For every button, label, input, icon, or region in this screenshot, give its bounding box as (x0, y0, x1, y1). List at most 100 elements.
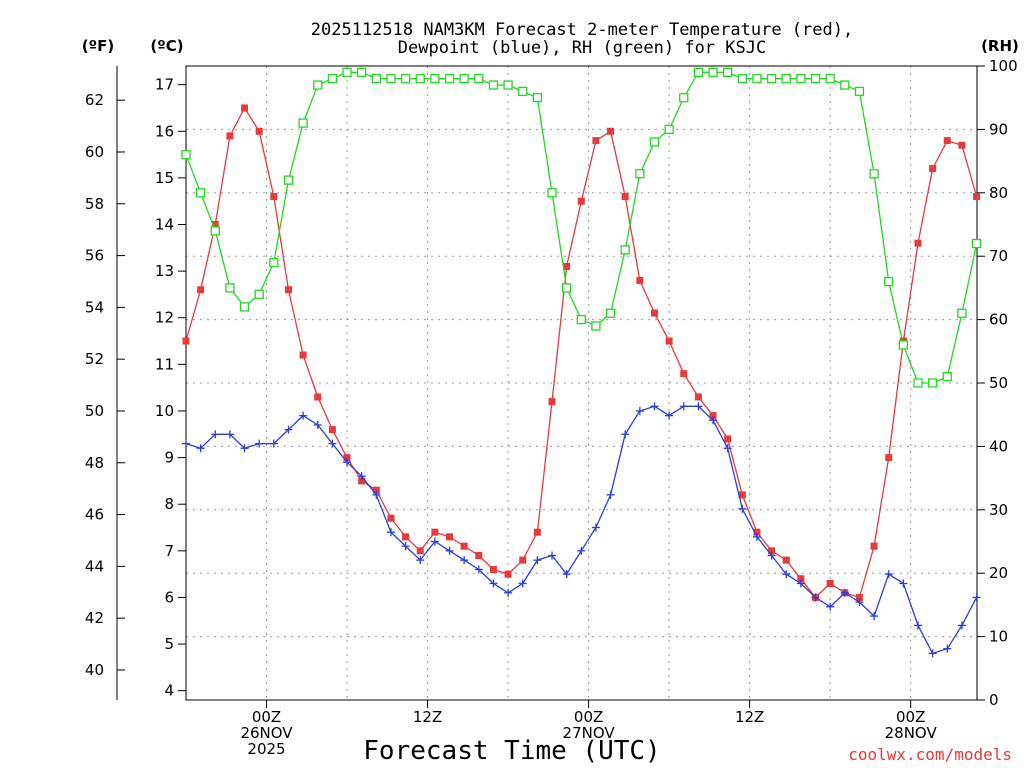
data-point (313, 80, 323, 90)
fahrenheit-tick-label: 58 (85, 195, 104, 213)
celsius-tick-label: 12 (155, 309, 174, 327)
data-point (914, 239, 922, 247)
data-point (240, 444, 249, 453)
data-point (563, 262, 571, 270)
data-point (605, 308, 616, 318)
data-point (197, 286, 205, 294)
x-tick-label: 00Z (574, 708, 603, 726)
data-point (547, 188, 557, 198)
data-point (299, 351, 307, 359)
rh-tick-label: 20 (989, 564, 1008, 582)
rh-tick-label: 0 (989, 691, 999, 709)
data-point (680, 370, 688, 378)
data-point (489, 579, 498, 588)
data-point (942, 372, 952, 382)
data-point (357, 67, 367, 77)
data-point (826, 579, 834, 587)
fahrenheit-tick-label: 40 (85, 661, 104, 679)
data-point (885, 454, 893, 462)
data-point (679, 93, 689, 103)
data-point (650, 402, 659, 411)
data-point (606, 490, 615, 499)
data-point (752, 74, 762, 84)
series-line (185, 405, 978, 655)
fahrenheit-tick-label: 62 (85, 91, 104, 109)
data-point (870, 612, 879, 621)
data-point (752, 532, 761, 541)
data-point (415, 74, 425, 84)
data-point (400, 74, 411, 84)
title-line: Dewpoint (blue), RH (green) for KSJC (398, 38, 766, 58)
data-point (210, 226, 220, 236)
data-point (446, 533, 454, 541)
x-tick-label: 28NOV (885, 724, 938, 742)
data-point (182, 337, 190, 345)
data-point (709, 412, 717, 420)
data-point (416, 547, 424, 555)
data-point (284, 286, 292, 294)
celsius-tick-label: 10 (155, 402, 174, 420)
data-point (971, 238, 982, 249)
data-point (532, 93, 543, 103)
data-point (884, 570, 893, 579)
data-point (649, 137, 660, 147)
data-point (635, 406, 644, 415)
data-point (328, 439, 337, 448)
celsius-tick-label: 5 (164, 635, 174, 653)
data-point (445, 546, 454, 555)
data-point (402, 533, 410, 541)
data-point (343, 454, 351, 462)
data-point (387, 514, 395, 522)
celsius-tick-label: 9 (164, 449, 174, 467)
data-point (299, 411, 308, 420)
data-point (284, 425, 293, 434)
x-tick-label: 12Z (735, 708, 764, 726)
data-point (562, 570, 571, 579)
data-point (898, 340, 909, 350)
celsius-tick-label: 11 (155, 355, 174, 373)
rh-tick-label: 50 (989, 374, 1008, 392)
data-point (518, 579, 527, 588)
data-point (826, 602, 835, 611)
data-point (474, 565, 483, 574)
x-axis-title: Forecast Time (UTC) (363, 736, 660, 766)
data-point (372, 490, 381, 499)
data-point (738, 504, 747, 513)
data-point (328, 426, 336, 434)
series-rh (181, 67, 982, 388)
data-point (255, 439, 264, 448)
data-point (519, 556, 527, 564)
data-point (269, 439, 278, 448)
celsius-tick-label: 8 (164, 495, 174, 513)
data-point (870, 542, 878, 550)
data-point (357, 472, 366, 481)
data-point (737, 74, 747, 84)
data-point (738, 491, 746, 499)
data-point (724, 435, 732, 443)
x-tick-label: 00Z (896, 708, 925, 726)
data-point (239, 302, 250, 312)
data-point (766, 74, 777, 84)
data-point (488, 80, 499, 90)
data-point (767, 551, 776, 560)
data-point (665, 337, 673, 345)
data-point (928, 649, 937, 658)
data-point (577, 197, 585, 205)
data-point (576, 314, 586, 325)
data-point (181, 150, 191, 160)
celsius-tick-label: 17 (155, 76, 174, 94)
data-point (650, 309, 658, 317)
x-tick-label: 27NOV (563, 724, 616, 742)
data-point (709, 416, 718, 425)
data-point (343, 458, 352, 467)
axes: 4042444648505254565860624567891011121314… (85, 57, 1018, 758)
data-point (533, 556, 542, 565)
fahrenheit-tick-label: 50 (85, 402, 104, 420)
data-point (430, 537, 439, 546)
rh-tick-label: 90 (989, 120, 1008, 138)
data-point (518, 86, 528, 97)
rh-tick-label: 70 (989, 247, 1008, 265)
data-point (327, 74, 338, 84)
data-point (270, 193, 278, 201)
